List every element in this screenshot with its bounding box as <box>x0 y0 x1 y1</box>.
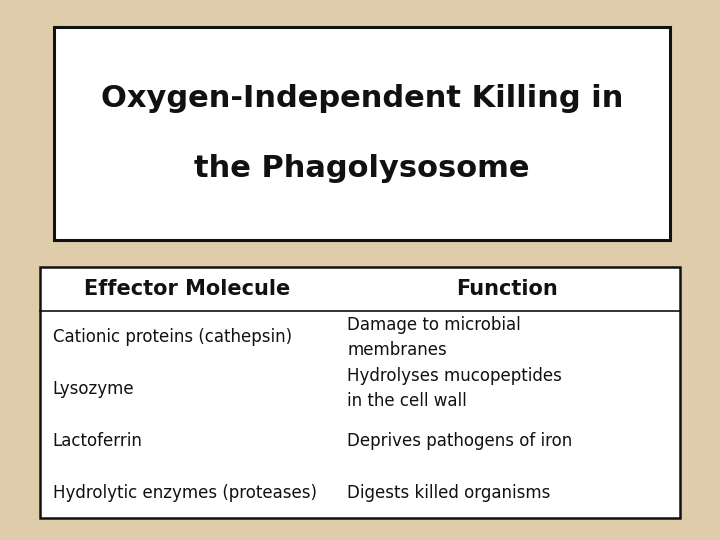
Text: Oxygen-Independent Killing in: Oxygen-Independent Killing in <box>101 84 623 113</box>
Text: Function: Function <box>456 279 558 299</box>
FancyBboxPatch shape <box>54 27 670 240</box>
Text: Deprives pathogens of iron: Deprives pathogens of iron <box>347 431 572 450</box>
Text: Cationic proteins (cathepsin): Cationic proteins (cathepsin) <box>53 328 292 346</box>
Text: Lactoferrin: Lactoferrin <box>53 431 143 450</box>
Text: Lysozyme: Lysozyme <box>53 380 134 398</box>
Text: Effector Molecule: Effector Molecule <box>84 279 290 299</box>
Text: Hydrolyses mucopeptides
in the cell wall: Hydrolyses mucopeptides in the cell wall <box>347 367 562 410</box>
Text: Damage to microbial
membranes: Damage to microbial membranes <box>347 316 521 359</box>
Text: the Phagolysosome: the Phagolysosome <box>194 154 529 183</box>
FancyBboxPatch shape <box>40 267 680 518</box>
Text: Digests killed organisms: Digests killed organisms <box>347 483 551 502</box>
Text: Hydrolytic enzymes (proteases): Hydrolytic enzymes (proteases) <box>53 483 317 502</box>
